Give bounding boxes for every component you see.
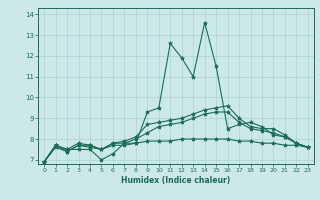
X-axis label: Humidex (Indice chaleur): Humidex (Indice chaleur)	[121, 176, 231, 185]
